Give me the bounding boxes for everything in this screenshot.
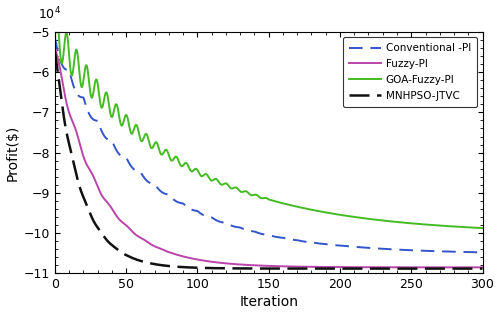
MNHPSO-JTVC: [250, 266, 256, 270]
Conventional -PI: [250, 229, 256, 233]
Conventional -PI: [242, 228, 248, 232]
MNHPSO-JTVC: [234, 266, 239, 270]
Line: GOA-Fuzzy-PI: GOA-Fuzzy-PI: [55, 14, 482, 228]
Line: Conventional -PI: Conventional -PI: [55, 38, 482, 252]
GOA-Fuzzy-PI: [52, 20, 58, 24]
Conventional -PI: [234, 225, 239, 229]
Text: $10^4$: $10^4$: [38, 6, 61, 22]
GOA-Fuzzy-PI: [242, 189, 248, 193]
MNHPSO-JTVC: [102, 237, 108, 240]
Legend: Conventional -PI, Fuzzy-PI, GOA-Fuzzy-PI, MNHPSO-JTVC: Conventional -PI, Fuzzy-PI, GOA-Fuzzy-PI…: [343, 37, 477, 107]
Fuzzy-PI: [480, 266, 486, 269]
Conventional -PI: [296, 238, 302, 242]
GOA-Fuzzy-PI: [86, 73, 91, 77]
Y-axis label: Profit($): Profit($): [6, 124, 20, 181]
Fuzzy-PI: [250, 263, 256, 267]
MNHPSO-JTVC: [85, 206, 91, 210]
Conventional -PI: [480, 250, 486, 254]
Conventional -PI: [102, 135, 108, 139]
MNHPSO-JTVC: [52, 50, 58, 54]
Fuzzy-PI: [85, 165, 91, 169]
Conventional -PI: [85, 110, 91, 113]
Fuzzy-PI: [102, 198, 108, 202]
GOA-Fuzzy-PI: [296, 205, 302, 209]
Fuzzy-PI: [52, 46, 58, 50]
GOA-Fuzzy-PI: [480, 226, 486, 230]
Line: Fuzzy-PI: Fuzzy-PI: [55, 48, 482, 267]
Fuzzy-PI: [234, 262, 239, 266]
Fuzzy-PI: [296, 265, 302, 268]
GOA-Fuzzy-PI: [234, 186, 239, 190]
Fuzzy-PI: [242, 263, 248, 267]
GOA-Fuzzy-PI: [102, 91, 108, 95]
X-axis label: Iteration: Iteration: [239, 295, 298, 309]
Line: MNHPSO-JTVC: MNHPSO-JTVC: [55, 52, 482, 269]
GOA-Fuzzy-PI: [54, 12, 60, 15]
GOA-Fuzzy-PI: [250, 193, 256, 197]
MNHPSO-JTVC: [480, 267, 486, 271]
Conventional -PI: [52, 36, 58, 40]
MNHPSO-JTVC: [242, 266, 248, 270]
MNHPSO-JTVC: [296, 267, 302, 271]
